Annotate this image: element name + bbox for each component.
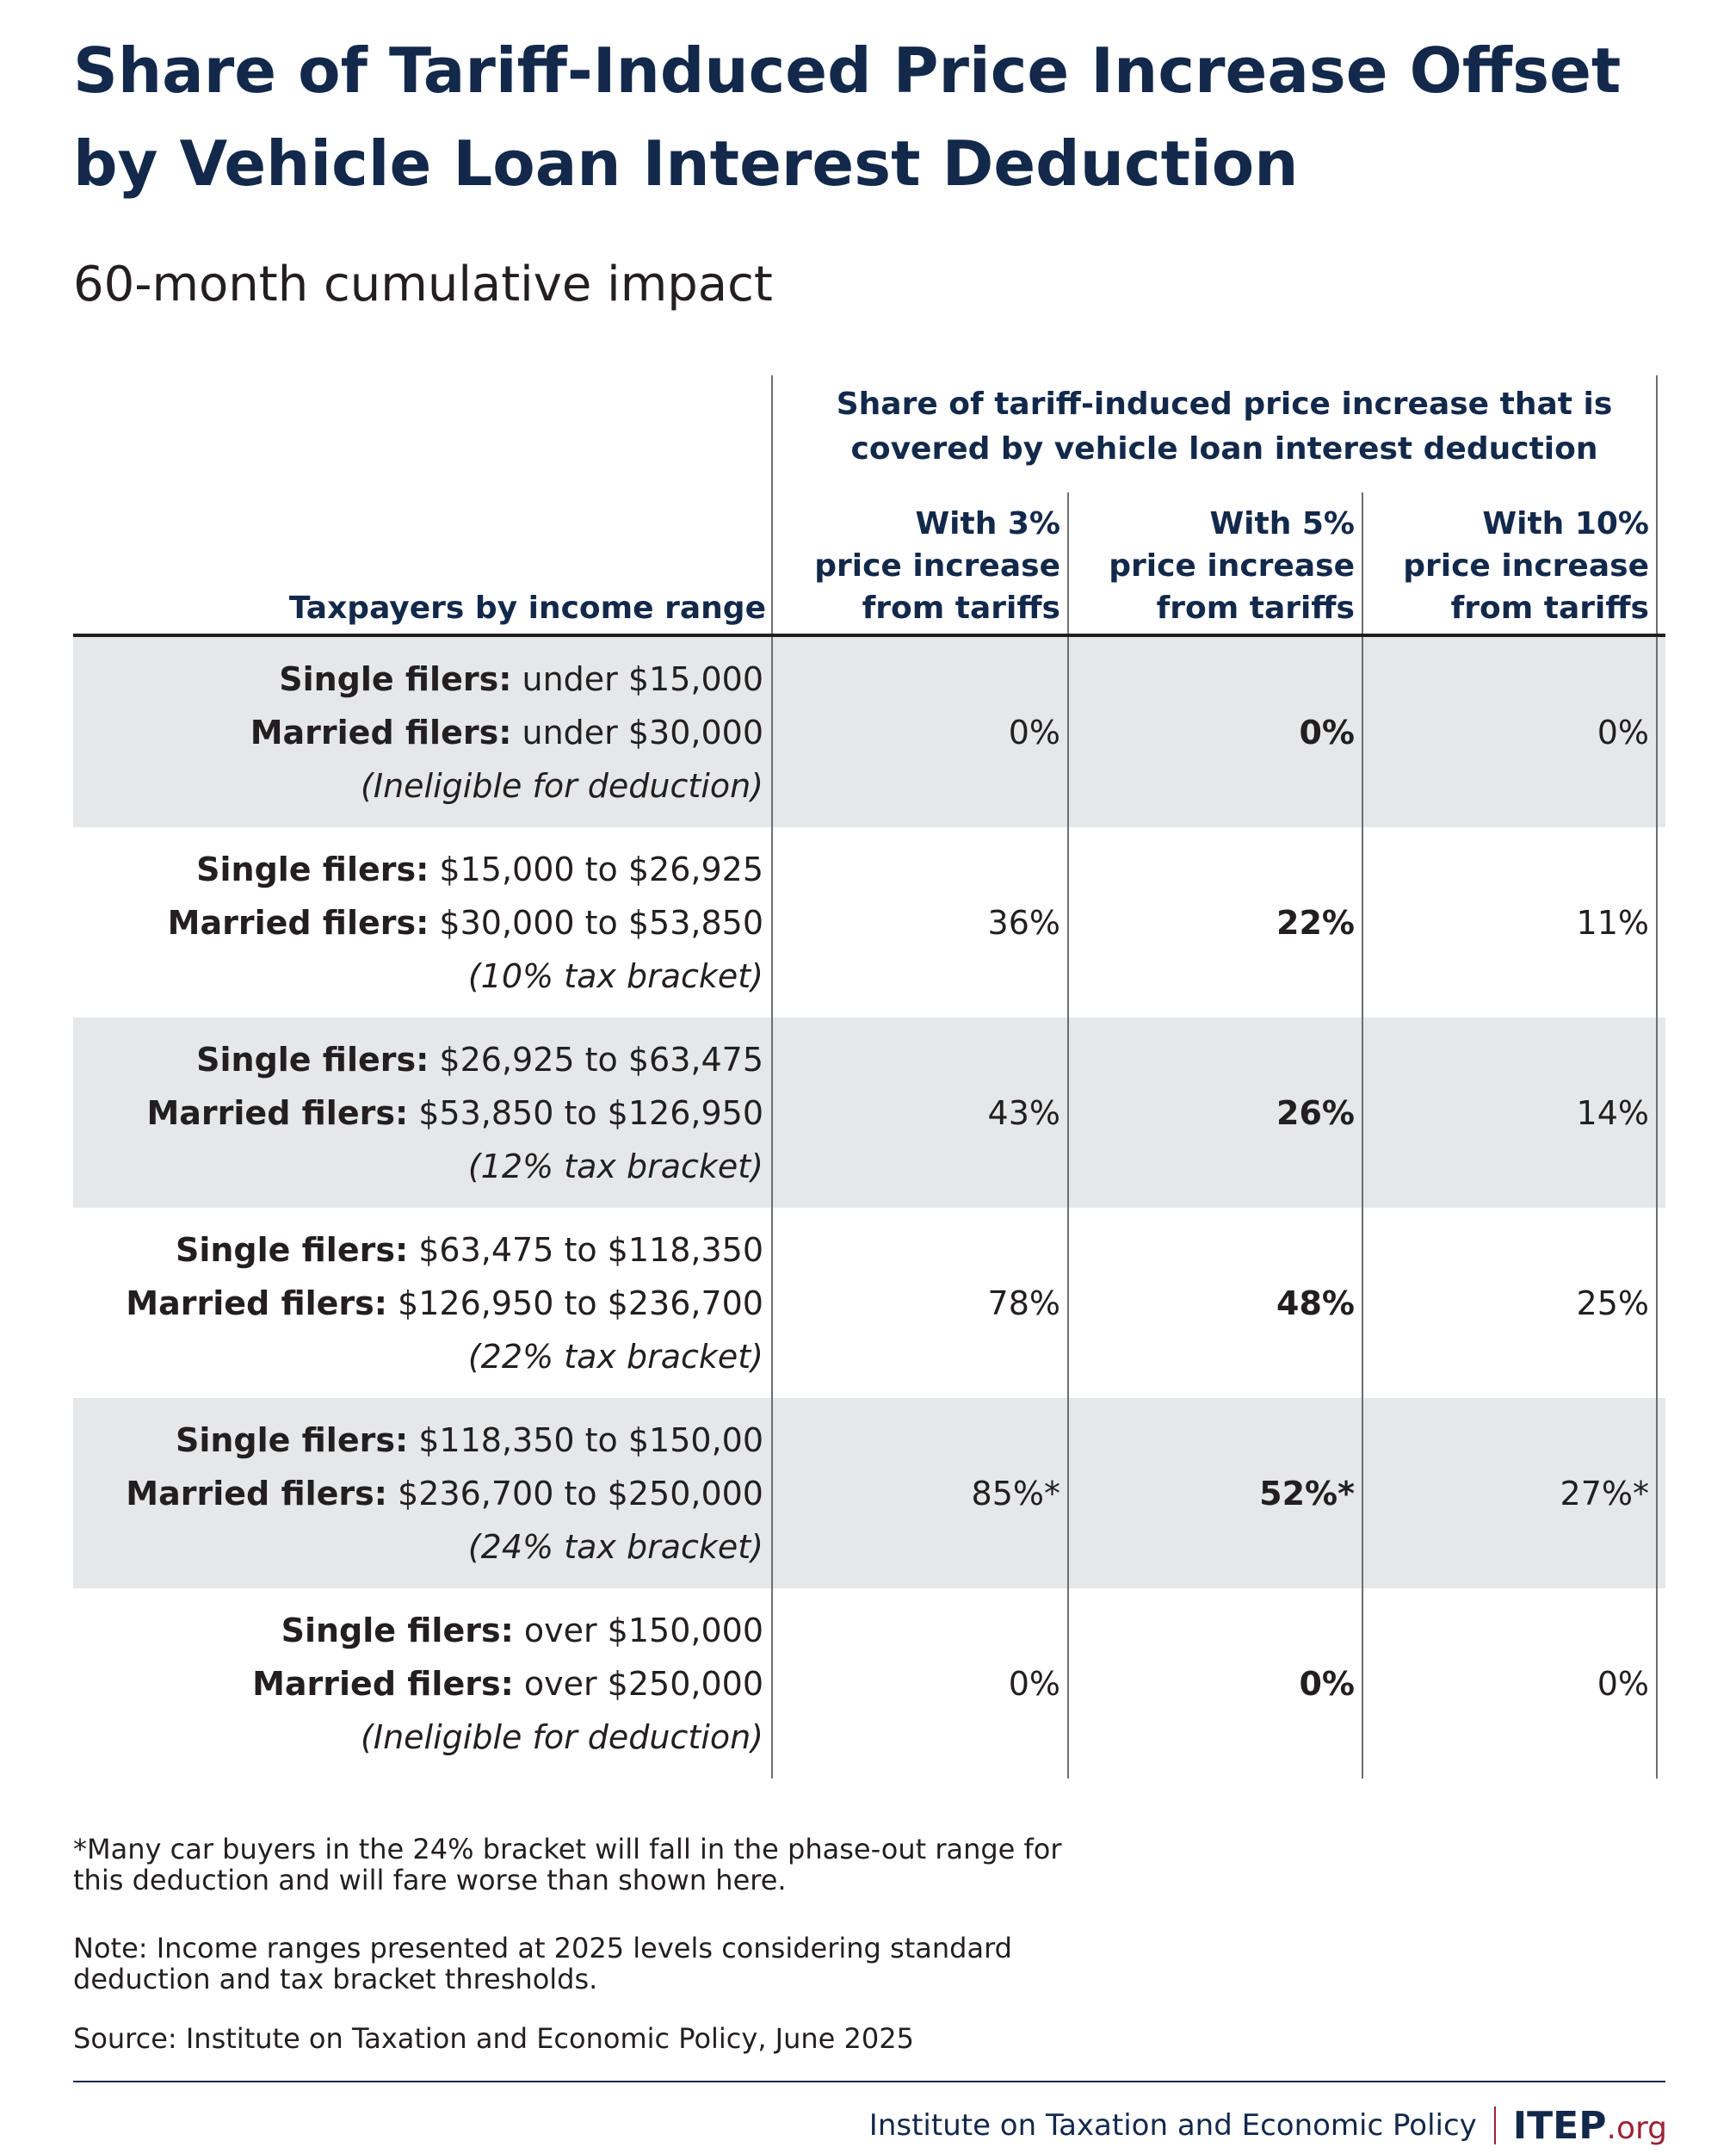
single-filers-label: Single filers: [175,1230,409,1269]
table-cell: 43% [987,1093,1060,1132]
single-filers-range: $63,475 to $118,350 [408,1230,763,1269]
married-filers-label: Married filers: [167,903,429,942]
married-filers-range: $53,850 to $126,950 [408,1093,763,1132]
page-subtitle: 60-month cumulative impact [73,257,773,312]
row-label: Single filers: $15,000 to $26,925 Married… [73,827,763,1018]
org-name: Institute on Taxation and Economic Polic… [868,2108,1477,2143]
column-header-3pct: With 3% price increase from tariffs [814,506,1060,626]
table-cell: 0% [1597,713,1649,752]
single-filers-label: Single filers: [196,1040,429,1079]
bracket-note: (Ineligible for deduction) [361,1717,763,1756]
single-filers-range: under $15,000 [511,659,763,698]
bracket-note: (12% tax bracket) [467,1147,763,1185]
married-filers-label: Married filers: [126,1474,387,1513]
table-cell: 26% [1276,1093,1355,1132]
data-table: Share of tariff-induced price increase t… [73,375,1665,1779]
row-label: Single filers: $118,350 to $150,00 Marrie… [73,1398,763,1588]
table-cell: 0% [1299,713,1355,752]
footer-branding: Institute on Taxation and Economic Polic… [868,2103,1667,2148]
married-filers-range: $236,700 to $250,000 [386,1474,763,1513]
married-filers-label: Married filers: [250,713,512,752]
table-cell: 0% [1008,1664,1060,1703]
married-filers-range: over $250,000 [513,1664,763,1703]
footnote-asterisk: *Many car buyers in the 24% bracket will… [73,1833,1062,1896]
footer-rule [73,2081,1665,2082]
single-filers-range: over $150,000 [513,1611,763,1649]
footnote-note: Note: Income ranges presented at 2025 le… [73,1932,1012,1995]
table-cell: 52%* [1259,1474,1355,1513]
row-label: Single filers: $26,925 to $63,475 Married… [73,1018,763,1208]
married-filers-range: under $30,000 [511,713,763,752]
group-header: Share of tariff-induced price increase t… [836,387,1613,467]
single-filers-range: $26,925 to $63,475 [429,1040,763,1079]
married-filers-range: $30,000 to $53,850 [429,903,763,942]
header-rule [73,634,1665,637]
table-cell: 0% [1597,1664,1649,1703]
column-divider [1362,492,1363,1779]
single-filers-range: $118,350 to $150,00 [408,1420,763,1459]
column-divider [1656,375,1658,1779]
footnote-source: Source: Institute on Taxation and Econom… [73,2022,914,2055]
column-header-5pct: With 5% price increase from tariffs [1109,506,1355,626]
column-divider [1067,492,1069,1779]
table-row [73,1398,1665,1588]
column-divider [771,375,773,1779]
married-filers-label: Married filers: [146,1093,409,1132]
single-filers-label: Single filers: [175,1420,409,1459]
table-cell: 0% [1008,713,1060,752]
table-cell: 78% [987,1284,1060,1322]
bracket-note: (24% tax bracket) [467,1527,763,1566]
married-filers-range: $126,950 to $236,700 [386,1284,763,1322]
page-title: Share of Tariff-Induced Price Increase O… [73,34,1622,200]
bracket-note: (10% tax bracket) [467,956,763,995]
table-cell: 85%* [971,1474,1060,1513]
table-cell: 25% [1576,1284,1649,1322]
row-label: Single filers: $63,475 to $118,350 Marrie… [73,1208,763,1398]
single-filers-label: Single filers: [196,850,429,888]
married-filers-label: Married filers: [252,1664,514,1703]
bracket-note: (22% tax bracket) [467,1337,763,1376]
table-cell: 11% [1576,903,1649,942]
table-cell: 36% [987,903,1060,942]
itep-logo: ITEP.org [1512,2103,1667,2148]
row-label: Single filers: over $150,000 Married file… [73,1588,763,1779]
bracket-note: (Ineligible for deduction) [361,766,763,805]
table-cell: 27%* [1560,1474,1649,1513]
table-cell: 0% [1299,1664,1355,1703]
table-cell: 48% [1276,1284,1355,1322]
row-header: Taxpayers by income range [288,591,766,626]
single-filers-range: $15,000 to $26,925 [429,850,763,888]
married-filers-label: Married filers: [126,1284,387,1322]
single-filers-label: Single filers: [281,1611,514,1649]
table-cell: 14% [1576,1093,1649,1132]
column-header-10pct: With 10% price increase from tariffs [1403,506,1649,626]
single-filers-label: Single filers: [279,659,512,698]
table-cell: 22% [1276,903,1355,942]
table-row [73,637,1665,827]
table-row [73,1018,1665,1208]
row-label: Single filers: under $15,000 Married file… [73,637,763,827]
brand-separator [1493,2107,1496,2144]
